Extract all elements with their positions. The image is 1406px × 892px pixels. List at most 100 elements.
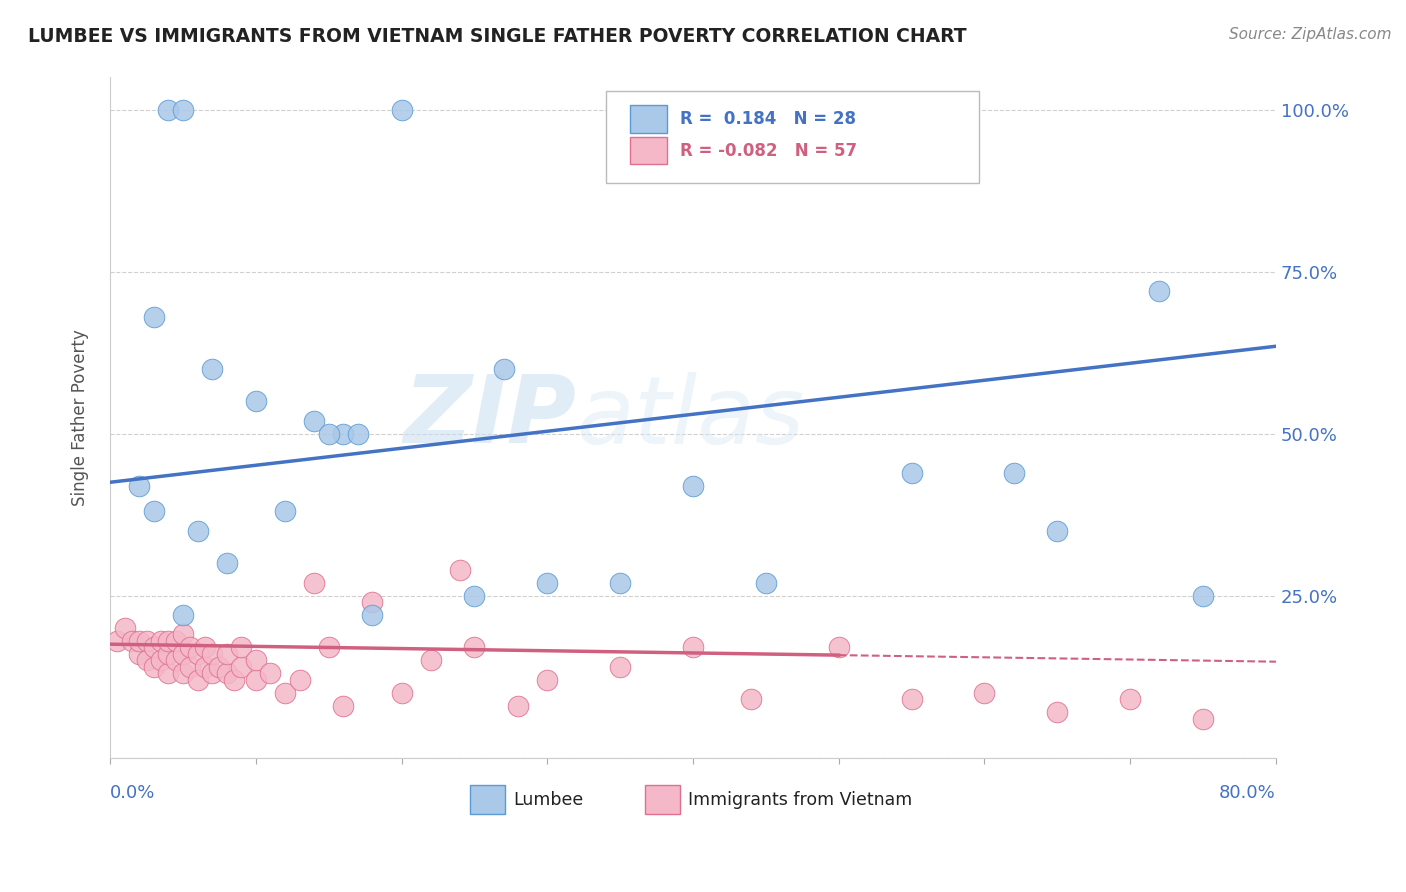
Point [274,504,297,518]
Point [302,414,325,428]
Point [172,647,194,661]
Point [215,647,238,661]
Point [179,640,201,655]
Text: atlas: atlas [576,372,804,463]
Point [508,698,530,713]
Point [391,686,413,700]
Point [157,634,180,648]
Text: Source: ZipAtlas.com: Source: ZipAtlas.com [1229,27,1392,42]
Point [231,660,253,674]
Point [186,647,208,661]
Point [222,673,245,687]
Point [128,647,150,661]
Point [142,504,165,518]
Point [318,426,340,441]
Point [302,575,325,590]
Point [150,653,173,667]
Text: R =  0.184   N = 28: R = 0.184 N = 28 [681,110,856,128]
Point [682,640,704,655]
Point [194,660,217,674]
Point [1149,284,1171,298]
Point [755,575,778,590]
Point [740,692,762,706]
Text: 0.0%: 0.0% [110,784,156,803]
Point [1046,524,1069,538]
Point [463,640,485,655]
Y-axis label: Single Father Poverty: Single Father Poverty [72,329,89,506]
Point [201,647,224,661]
Point [492,362,515,376]
Point [135,653,157,667]
Point [682,478,704,492]
Point [208,660,231,674]
Point [536,575,558,590]
Point [1192,712,1215,726]
Point [900,466,922,480]
Point [135,634,157,648]
Point [332,698,354,713]
Point [463,589,485,603]
Point [142,660,165,674]
Point [900,692,922,706]
Point [973,686,995,700]
Point [150,634,173,648]
Point [332,426,354,441]
Point [172,608,194,623]
Point [142,310,165,324]
Point [609,660,631,674]
Point [536,673,558,687]
Point [165,653,187,667]
Point [1046,705,1069,719]
Point [419,653,441,667]
Text: ZIP: ZIP [404,371,576,464]
Text: Lumbee: Lumbee [513,790,583,809]
Point [274,686,297,700]
Point [201,362,224,376]
Point [346,426,368,441]
Point [179,660,201,674]
Point [201,666,224,681]
Point [194,640,217,655]
Point [231,640,253,655]
FancyBboxPatch shape [471,786,505,814]
FancyBboxPatch shape [630,137,668,164]
Point [172,627,194,641]
Point [105,634,128,648]
Point [128,478,150,492]
Point [245,673,267,687]
Point [1002,466,1025,480]
Point [361,595,384,609]
Point [259,666,281,681]
Point [449,563,471,577]
Text: Immigrants from Vietnam: Immigrants from Vietnam [689,790,912,809]
Point [609,575,631,590]
FancyBboxPatch shape [630,105,668,133]
Point [157,103,180,117]
Point [215,556,238,570]
Point [215,666,238,681]
Point [245,394,267,409]
Point [391,103,413,117]
Text: LUMBEE VS IMMIGRANTS FROM VIETNAM SINGLE FATHER POVERTY CORRELATION CHART: LUMBEE VS IMMIGRANTS FROM VIETNAM SINGLE… [28,27,967,45]
FancyBboxPatch shape [645,786,681,814]
Point [142,640,165,655]
FancyBboxPatch shape [606,91,979,183]
Point [114,621,136,635]
Point [172,666,194,681]
Point [172,103,194,117]
Point [318,640,340,655]
Point [128,634,150,648]
Point [165,634,187,648]
Point [157,647,180,661]
Point [288,673,311,687]
Point [828,640,851,655]
Point [121,634,143,648]
Text: 80.0%: 80.0% [1219,784,1277,803]
Point [186,524,208,538]
Text: R = -0.082   N = 57: R = -0.082 N = 57 [681,142,858,160]
Point [186,673,208,687]
Point [1119,692,1142,706]
Point [245,653,267,667]
Point [157,666,180,681]
Point [1192,589,1215,603]
